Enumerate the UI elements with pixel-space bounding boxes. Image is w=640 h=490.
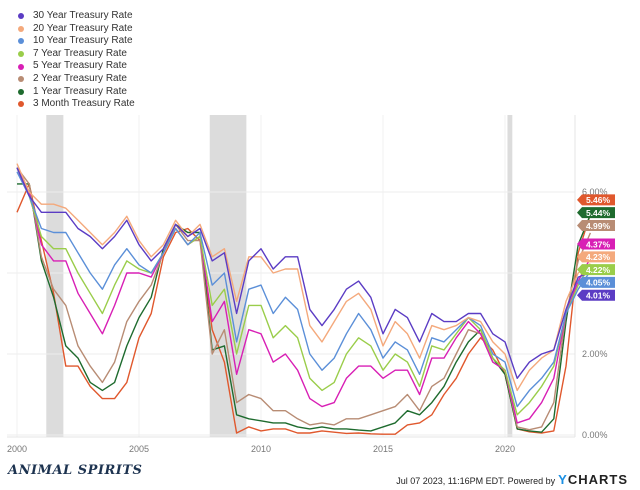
- timestamp: Jul 07 2023, 11:16PM EDT. Powered by: [396, 476, 556, 486]
- x-tick-label: 2000: [7, 444, 27, 454]
- legend-item[interactable]: 3 Month Treasury Rate: [18, 98, 135, 111]
- legend: 30 Year Treasury Rate 20 Year Treasury Ra…: [18, 10, 135, 111]
- legend-dot-icon: [18, 88, 24, 95]
- series-line: [16, 167, 591, 379]
- legend-label: 5 Year Treasury Rate: [33, 60, 127, 72]
- last-value-tag: [577, 276, 615, 288]
- last-value-tag: [577, 264, 615, 276]
- footer-attribution: Jul 07 2023, 11:16PM EDT. Powered by YCH…: [396, 472, 628, 487]
- x-tick-label: 2005: [129, 444, 149, 454]
- last-value-label: 5.44%: [586, 208, 611, 218]
- last-value-tag: [577, 194, 615, 206]
- legend-item[interactable]: 20 Year Treasury Rate: [18, 23, 135, 36]
- last-value-label: 4.37%: [586, 239, 611, 249]
- legend-dot-icon: [18, 25, 24, 32]
- animal-spirits-logo: ANIMAL SPIRITS: [8, 463, 143, 478]
- legend-item[interactable]: 10 Year Treasury Rate: [18, 35, 135, 48]
- legend-label: 20 Year Treasury Rate: [33, 22, 133, 34]
- last-value-tag: [577, 207, 615, 219]
- series-line: [16, 171, 591, 408]
- legend-dot-icon: [18, 38, 24, 45]
- legend-item[interactable]: 1 Year Treasury Rate: [18, 86, 135, 99]
- legend-item[interactable]: 30 Year Treasury Rate: [18, 10, 135, 23]
- x-tick-label: 2020: [495, 444, 515, 454]
- last-value-tag: [577, 238, 615, 250]
- y-tick-label: 0.00%: [582, 430, 608, 440]
- legend-label: 7 Year Treasury Rate: [33, 47, 127, 59]
- legend-label: 2 Year Treasury Rate: [33, 72, 127, 84]
- last-value-tag: [577, 289, 615, 301]
- y-tick-label: 2.00%: [582, 349, 608, 359]
- series-line: [16, 167, 592, 424]
- legend-dot-icon: [18, 13, 24, 20]
- last-value-tag: [577, 251, 615, 263]
- legend-dot-icon: [18, 63, 24, 70]
- legend-item[interactable]: 5 Year Treasury Rate: [18, 60, 135, 73]
- last-value-label: 5.46%: [586, 195, 611, 205]
- legend-item[interactable]: 7 Year Treasury Rate: [18, 48, 135, 61]
- legend-dot-icon: [18, 76, 24, 83]
- legend-label: 10 Year Treasury Rate: [33, 35, 133, 47]
- series-line: [16, 167, 592, 416]
- legend-label: 1 Year Treasury Rate: [33, 85, 127, 97]
- legend-item[interactable]: 2 Year Treasury Rate: [18, 73, 135, 86]
- y-tick-label: 6.00%: [582, 187, 608, 197]
- legend-dot-icon: [18, 101, 24, 108]
- last-value-label: 4.23%: [586, 252, 611, 262]
- legend-label: 30 Year Treasury Rate: [33, 10, 133, 21]
- last-value-label: 4.01%: [586, 291, 611, 301]
- last-value-tag: [577, 219, 615, 231]
- series-line: [17, 183, 592, 433]
- x-tick-label: 2015: [373, 444, 393, 454]
- ycharts-logo[interactable]: YCHARTS: [558, 472, 628, 487]
- series-line: [16, 163, 591, 392]
- last-value-label: 4.05%: [586, 278, 611, 288]
- recession-band: [46, 115, 64, 437]
- last-value-label: 4.22%: [586, 265, 611, 275]
- legend-dot-icon: [18, 51, 24, 58]
- x-tick-label: 2010: [251, 444, 271, 454]
- legend-label: 3 Month Treasury Rate: [33, 98, 135, 110]
- recession-band: [507, 115, 513, 437]
- series-line: [16, 183, 592, 435]
- recession-band: [209, 115, 247, 437]
- last-value-label: 4.99%: [586, 221, 611, 231]
